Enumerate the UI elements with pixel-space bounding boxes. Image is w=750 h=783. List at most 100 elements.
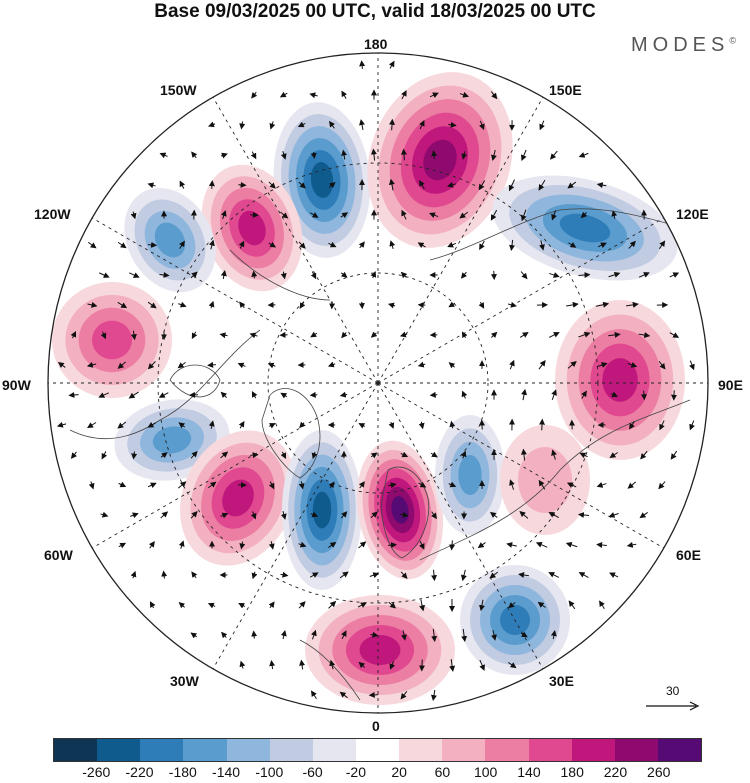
wind-arrow	[478, 180, 486, 191]
wind-arrow	[280, 392, 288, 399]
colorbar-cell	[528, 739, 572, 761]
wind-arrow	[597, 242, 607, 248]
wind-arrow	[566, 301, 579, 308]
wind-arrow	[208, 180, 215, 189]
graticule	[48, 53, 708, 713]
wind-arrow	[551, 210, 557, 221]
wind-arrow	[159, 152, 168, 159]
wind-arrow	[658, 360, 666, 370]
wind-arrow	[640, 450, 648, 460]
wind-arrow	[268, 423, 276, 429]
coastline-siberia-east	[429, 208, 691, 261]
wind-arrow	[100, 511, 109, 518]
wind-arrow	[608, 271, 621, 278]
wind-arrow	[629, 421, 635, 430]
wind-arrow	[658, 240, 666, 250]
wind-arrow	[358, 481, 365, 489]
wind-arrow	[328, 241, 337, 248]
colorbar-tick-label: -140	[212, 764, 241, 780]
colorbar-tick-label: -60	[302, 764, 323, 780]
wind-arrow	[250, 452, 259, 459]
wind-arrow	[521, 149, 527, 162]
wind-arrow	[130, 570, 137, 579]
wind-arrow	[388, 178, 395, 191]
wind-arrow	[251, 391, 258, 399]
lon-label-90w: 90W	[2, 377, 31, 393]
wind-arrow	[149, 601, 156, 609]
wind-arrow	[269, 121, 276, 130]
wind-arrow	[310, 690, 317, 700]
wind-arrow	[359, 119, 365, 131]
anomaly-center	[305, 595, 455, 705]
wind-arrow	[431, 511, 437, 520]
wind-arrow	[640, 390, 647, 401]
wind-arrow	[608, 331, 621, 338]
wind-arrow	[611, 210, 618, 219]
wind-arrow	[309, 212, 319, 218]
wind-arrow	[370, 148, 377, 161]
wind-arrow	[299, 659, 306, 670]
lon-label-180: 180	[364, 36, 388, 52]
arrow-right-icon	[646, 701, 700, 711]
wind-arrow	[548, 332, 560, 338]
colorbar-cell	[54, 739, 98, 761]
wind-arrow	[178, 301, 187, 308]
colorbar-cell	[355, 739, 400, 761]
polar-stereographic-map	[47, 52, 709, 714]
coastline-alaska	[229, 249, 331, 301]
coastline-eurasia	[419, 399, 691, 561]
colorbar-tick-label: 20	[391, 764, 407, 780]
wind-arrow	[459, 211, 469, 219]
brand-text: MODES	[631, 34, 730, 56]
wind-arrow	[128, 391, 139, 399]
wind-arrow	[551, 389, 557, 401]
wind-arrow	[608, 512, 619, 518]
wind-arrow	[417, 242, 426, 249]
wind-arrow	[400, 271, 408, 279]
wind-arrow	[370, 631, 379, 638]
anomaly-contour	[222, 479, 254, 517]
wind-arrow	[596, 482, 607, 488]
colorbar-cell	[226, 739, 270, 761]
wind-arrow	[537, 601, 546, 608]
wind-arrow	[207, 602, 216, 609]
wind-arrow	[479, 659, 485, 671]
wind-arrow	[178, 602, 186, 609]
wind-arrow	[430, 451, 438, 458]
wind-arrow	[178, 540, 185, 549]
colorbar-tick-label: 140	[517, 764, 541, 780]
colorbar-cell	[614, 739, 658, 761]
colorbar-tick-label: 180	[560, 764, 584, 780]
wind-arrow	[548, 572, 560, 578]
wind-arrow	[578, 571, 589, 578]
wind-arrow	[298, 481, 305, 490]
wind-arrow	[208, 239, 215, 250]
wind-arrow	[159, 271, 170, 278]
meridian-line	[207, 382, 379, 678]
wind-arrow	[459, 91, 469, 98]
wind-arrow	[208, 420, 215, 429]
wind-arrow	[370, 452, 378, 459]
colorbar-labels: -260 -220 -180 -140 -100 -60 -20 20 60 100 140 180 2…	[53, 764, 702, 782]
colorbar-tick-label: -220	[125, 764, 154, 780]
wind-arrow	[280, 271, 287, 280]
colorbar-tick-label: -260	[82, 764, 111, 780]
wind-arrow	[339, 391, 348, 398]
wind-arrow	[280, 510, 287, 520]
wind-arrow	[268, 181, 276, 189]
wind-arrow	[539, 418, 546, 431]
wind-arrow	[117, 361, 126, 369]
wind-arrow	[250, 511, 257, 520]
wind-arrow	[370, 511, 378, 519]
wind-arrow	[508, 179, 515, 192]
wind-arrow	[508, 602, 516, 609]
wind-arrow	[581, 390, 587, 399]
wind-arrow	[98, 392, 109, 398]
wind-arrow	[489, 571, 499, 579]
colorbar-tick-label: -20	[345, 764, 366, 780]
meridian-line	[377, 382, 673, 554]
wind-arrow	[431, 150, 438, 159]
wind-arrow	[389, 240, 396, 249]
wind-arrow	[578, 331, 591, 338]
wind-arrow	[148, 541, 155, 549]
